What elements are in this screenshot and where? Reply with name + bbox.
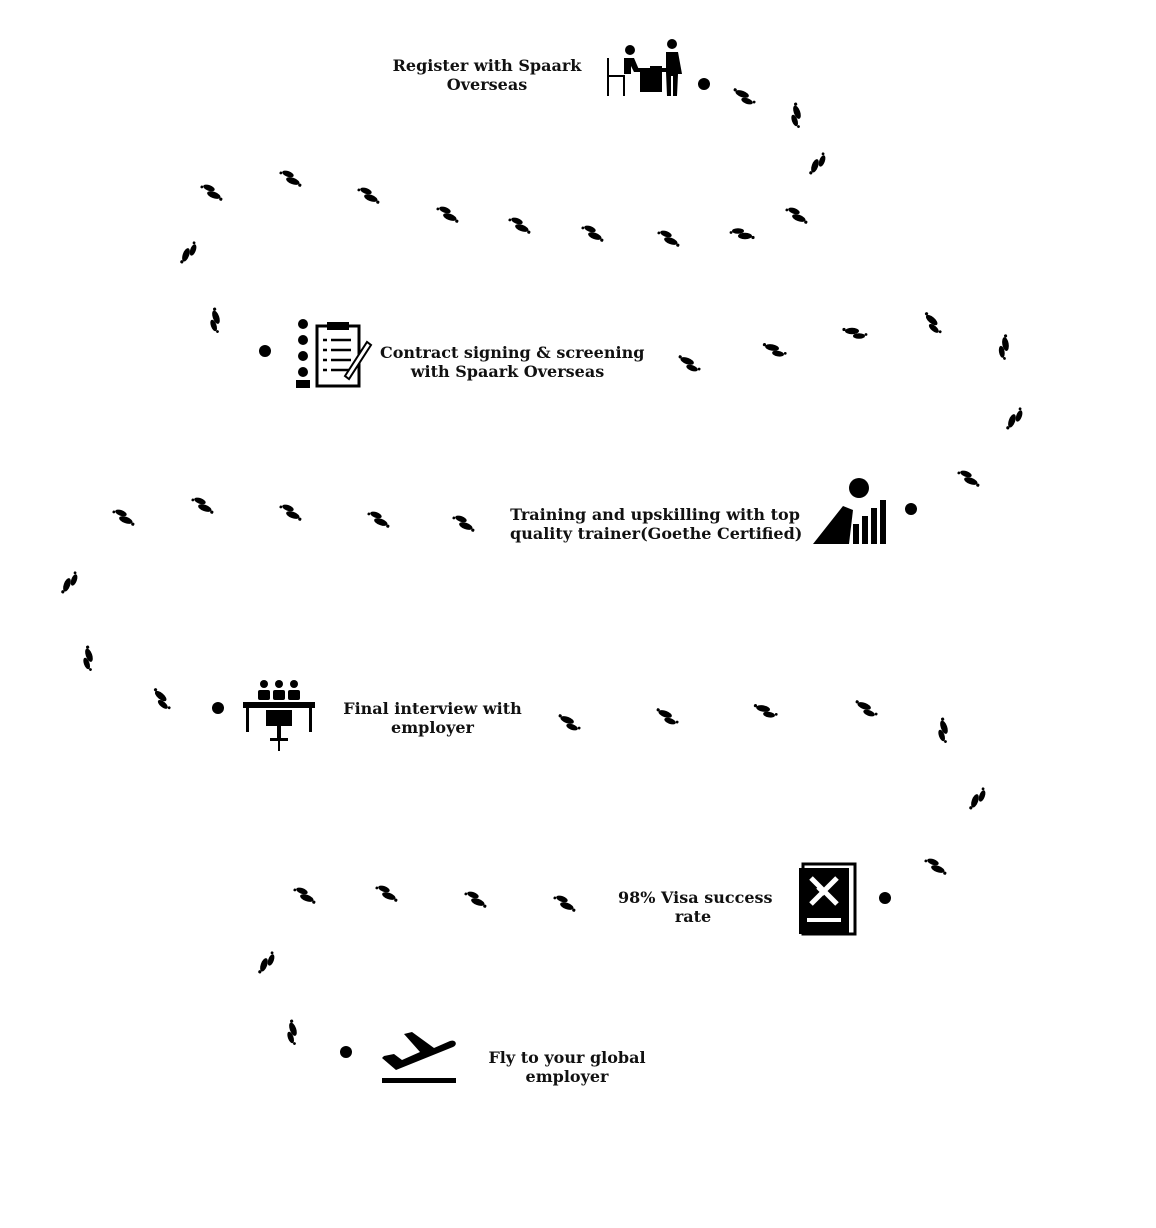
step-interview-label: Final interview with employer [340,699,525,737]
footprint-icon [919,311,946,336]
step-training-label-line1: Training and upskilling with top [510,505,800,524]
footprint-icon [110,507,138,527]
footprint-icon [675,354,703,374]
footprint-icon [955,468,983,488]
footprint-icon [78,645,98,673]
step-register-label-line2: Overseas [446,75,528,94]
footprint-icon [60,569,80,597]
footprint-icon [968,785,988,813]
footprint-icon [761,342,788,358]
footprint-icon [808,150,828,178]
step-visa-marker [879,892,891,904]
footprint-icon [179,239,199,267]
footprint-icon [579,223,607,243]
footprint-icon [277,168,305,188]
footprint-icon [842,327,868,339]
footprint-icon [555,713,583,733]
footprint-icon [373,883,401,903]
step-training-label-line2: quality trainer(Goethe Certified) [510,524,803,543]
footprint-icon [729,228,755,240]
passport-icon [799,862,857,936]
step-contract-label-line1: Contract signing & screening [380,343,645,362]
footprint-icon [752,703,779,719]
footprint-icon [852,699,880,719]
footprint-icon [551,893,579,913]
footprint-icon [189,495,217,515]
step-visa-label: 98% Visa success rate [618,888,773,926]
step-interview-marker [212,702,224,714]
footprint-icon [198,182,226,202]
interview-panel-icon [243,680,315,751]
step-register-label: Register with Spaark Overseas [392,56,582,94]
footprint-icon [655,228,683,248]
step-interview-label-line1: Final interview with [343,699,522,718]
footprint-icon [277,502,305,522]
footprint-icon [257,949,277,977]
footprint-icon [450,513,478,533]
step-contract-label-line2: with Spaark Overseas [410,362,605,381]
step-contract-label: Contract signing & screening with Spaark… [380,343,645,381]
footprint-icon [1005,405,1025,433]
plane-departure-icon [382,1032,456,1083]
step-register-label-line1: Register with Spaark [392,56,582,75]
footprint-icon [786,102,806,130]
step-visa-label-line2: rate [674,907,712,926]
step-contract-marker [259,345,271,357]
footprint-icon [933,717,953,745]
step-register-marker [698,78,710,90]
step-fly-label-line1: Fly to your global [488,1048,646,1067]
person-presenting-chart-icon [813,478,886,544]
footprint-icon [355,185,383,205]
footprint-icon [506,215,534,235]
footprint-icon [996,334,1012,361]
footprint-icon [148,687,175,712]
footprint-icon [730,87,758,107]
footprint-icon [434,204,462,224]
footprint-icon [783,205,811,225]
step-training-marker [905,503,917,515]
footprint-icon [653,707,681,727]
footprint-icon [205,307,225,335]
step-visa-label-line1: 98% Visa success [618,888,773,907]
step-fly-marker [340,1046,352,1058]
footprint-icon [462,889,490,909]
step-training-label: Training and upskilling with top quality… [510,505,803,543]
step-fly-label-line2: employer [525,1067,609,1086]
step-interview-label-line2: employer [391,718,474,737]
footprint-icon [282,1019,302,1047]
footprint-icon [365,509,393,529]
checklist-clipboard-icon [296,319,373,388]
footprint-icon [291,885,319,905]
footprint-icon [922,856,950,876]
step-fly-label: Fly to your global employer [488,1048,646,1086]
person-at-desk-icon [607,39,682,96]
